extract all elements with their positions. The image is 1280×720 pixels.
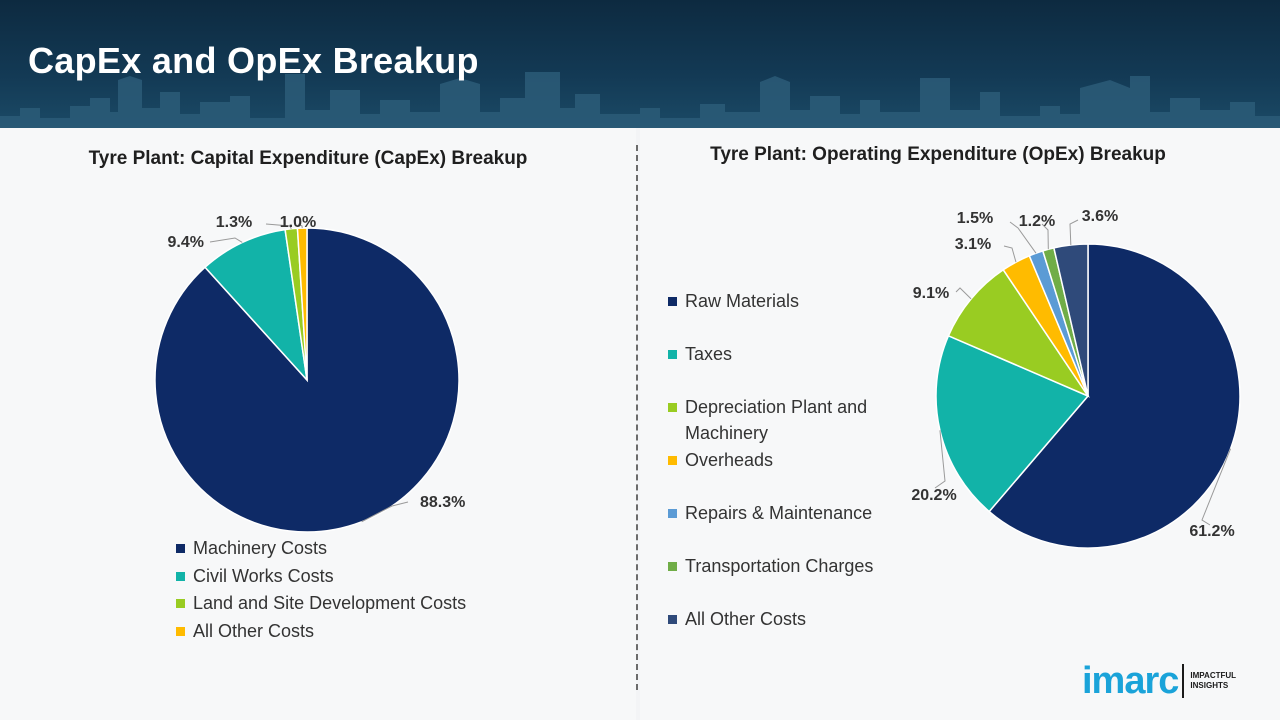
legend-swatch xyxy=(668,403,677,412)
capex-chart-title: Tyre Plant: Capital Expenditure (CapEx) … xyxy=(88,148,528,169)
opex-data-label-6: 3.6% xyxy=(1082,208,1118,225)
opex-legend-item: Taxes xyxy=(668,341,908,394)
capex-legend-item: Civil Works Costs xyxy=(176,566,466,594)
opex-leader-line-2 xyxy=(955,287,972,300)
capex-data-label-1: 9.4% xyxy=(168,234,204,251)
legend-swatch xyxy=(668,350,677,359)
legend-label: Repairs & Maintenance xyxy=(685,503,873,523)
legend-label: Depreciation Plant and Machinery xyxy=(685,397,868,443)
legend-label: Raw Materials xyxy=(685,291,800,311)
legend-label: Machinery Costs xyxy=(193,538,328,558)
legend-label: Overheads xyxy=(685,450,774,470)
opex-leader-line-4 xyxy=(1009,221,1037,254)
opex-slice-6 xyxy=(1052,243,1089,397)
capex-leader-line-1 xyxy=(209,237,243,243)
panel-divider xyxy=(636,145,638,690)
logo-wordmark: imarc xyxy=(1082,660,1179,702)
capex-legend: Machinery Costs Civil Works Costs Land a… xyxy=(176,538,466,648)
header-banner: CapEx and OpEx Breakup xyxy=(0,0,1280,128)
opex-data-label-5: 1.2% xyxy=(1019,213,1055,230)
legend-swatch xyxy=(668,615,677,624)
opex-legend-item: Overheads xyxy=(668,447,908,500)
opex-legend-item: Transportation Charges xyxy=(668,553,908,606)
legend-swatch xyxy=(668,456,677,465)
capex-data-label-0: 88.3% xyxy=(420,494,465,511)
opex-chart-title: Tyre Plant: Operating Expenditure (OpEx)… xyxy=(710,144,1166,165)
opex-data-label-2: 9.1% xyxy=(913,285,949,302)
page-title: CapEx and OpEx Breakup xyxy=(28,40,479,81)
legend-label: All Other Costs xyxy=(685,609,807,629)
city-skyline-decoration xyxy=(0,72,1280,128)
legend-swatch xyxy=(668,509,677,518)
opex-leader-line-0 xyxy=(1201,448,1232,526)
capex-legend-item: Land and Site Development Costs xyxy=(176,593,466,621)
opex-leader-line-3 xyxy=(1003,245,1017,263)
legend-label: Civil Works Costs xyxy=(193,565,334,586)
opex-legend-item: Repairs & Maintenance xyxy=(668,500,908,553)
opex-leader-line-5 xyxy=(1041,223,1049,250)
opex-leader-line-6 xyxy=(1069,219,1079,245)
opex-data-label-4: 1.5% xyxy=(957,210,993,227)
legend-label: Transportation Charges xyxy=(685,556,874,576)
capex-pie-chart: 88.3% 9.4% 1.3% 1.0% xyxy=(154,214,465,533)
legend-swatch xyxy=(176,599,185,608)
opex-data-label-3: 3.1% xyxy=(955,236,991,253)
capex-legend-item: All Other Costs xyxy=(176,621,466,649)
capex-leader-line-0 xyxy=(361,501,409,523)
opex-legend-item: Depreciation Plant and Machinery xyxy=(668,394,908,447)
opex-data-label-0: 61.2% xyxy=(1189,523,1234,540)
opex-legend: Raw Materials Taxes Depreciation Plant a… xyxy=(668,288,908,659)
opex-legend-item: All Other Costs xyxy=(668,606,908,659)
capex-data-label-3: 1.0% xyxy=(280,214,316,231)
opex-pie-chart: 61.2% 20.2% 9.1% 3.1% 1.5% 1.2% 3.6% xyxy=(911,208,1241,549)
capex-slice-1 xyxy=(203,228,309,383)
legend-swatch xyxy=(176,544,185,553)
opex-legend-item: Raw Materials xyxy=(668,288,908,341)
legend-label: All Other Costs xyxy=(193,620,315,641)
opex-panel: Tyre Plant: Operating Expenditure (OpEx)… xyxy=(640,128,1280,720)
capex-data-label-2: 1.3% xyxy=(216,214,252,231)
capex-leader-line-3 xyxy=(297,223,303,229)
capex-slice-3 xyxy=(296,227,308,381)
logo-tagline: IMPACTFUL INSIGHTS xyxy=(1190,671,1236,690)
legend-swatch xyxy=(668,297,677,306)
opex-data-label-1: 20.2% xyxy=(911,487,956,504)
legend-swatch xyxy=(176,626,185,636)
imarc-logo: imarc IMPACTFUL INSIGHTS xyxy=(1082,662,1250,700)
capex-leader-line-2 xyxy=(265,223,292,230)
legend-swatch xyxy=(176,571,185,581)
capex-panel: Tyre Plant: Capital Expenditure (CapEx) … xyxy=(0,128,636,720)
legend-label: Taxes xyxy=(685,344,733,364)
logo-divider xyxy=(1182,664,1185,698)
legend-swatch xyxy=(668,562,677,571)
opex-slice-2 xyxy=(947,268,1091,398)
opex-leader-line-1 xyxy=(934,430,946,489)
legend-label: Land and Site Development Costs xyxy=(193,593,467,613)
capex-legend-item: Machinery Costs xyxy=(176,538,466,566)
